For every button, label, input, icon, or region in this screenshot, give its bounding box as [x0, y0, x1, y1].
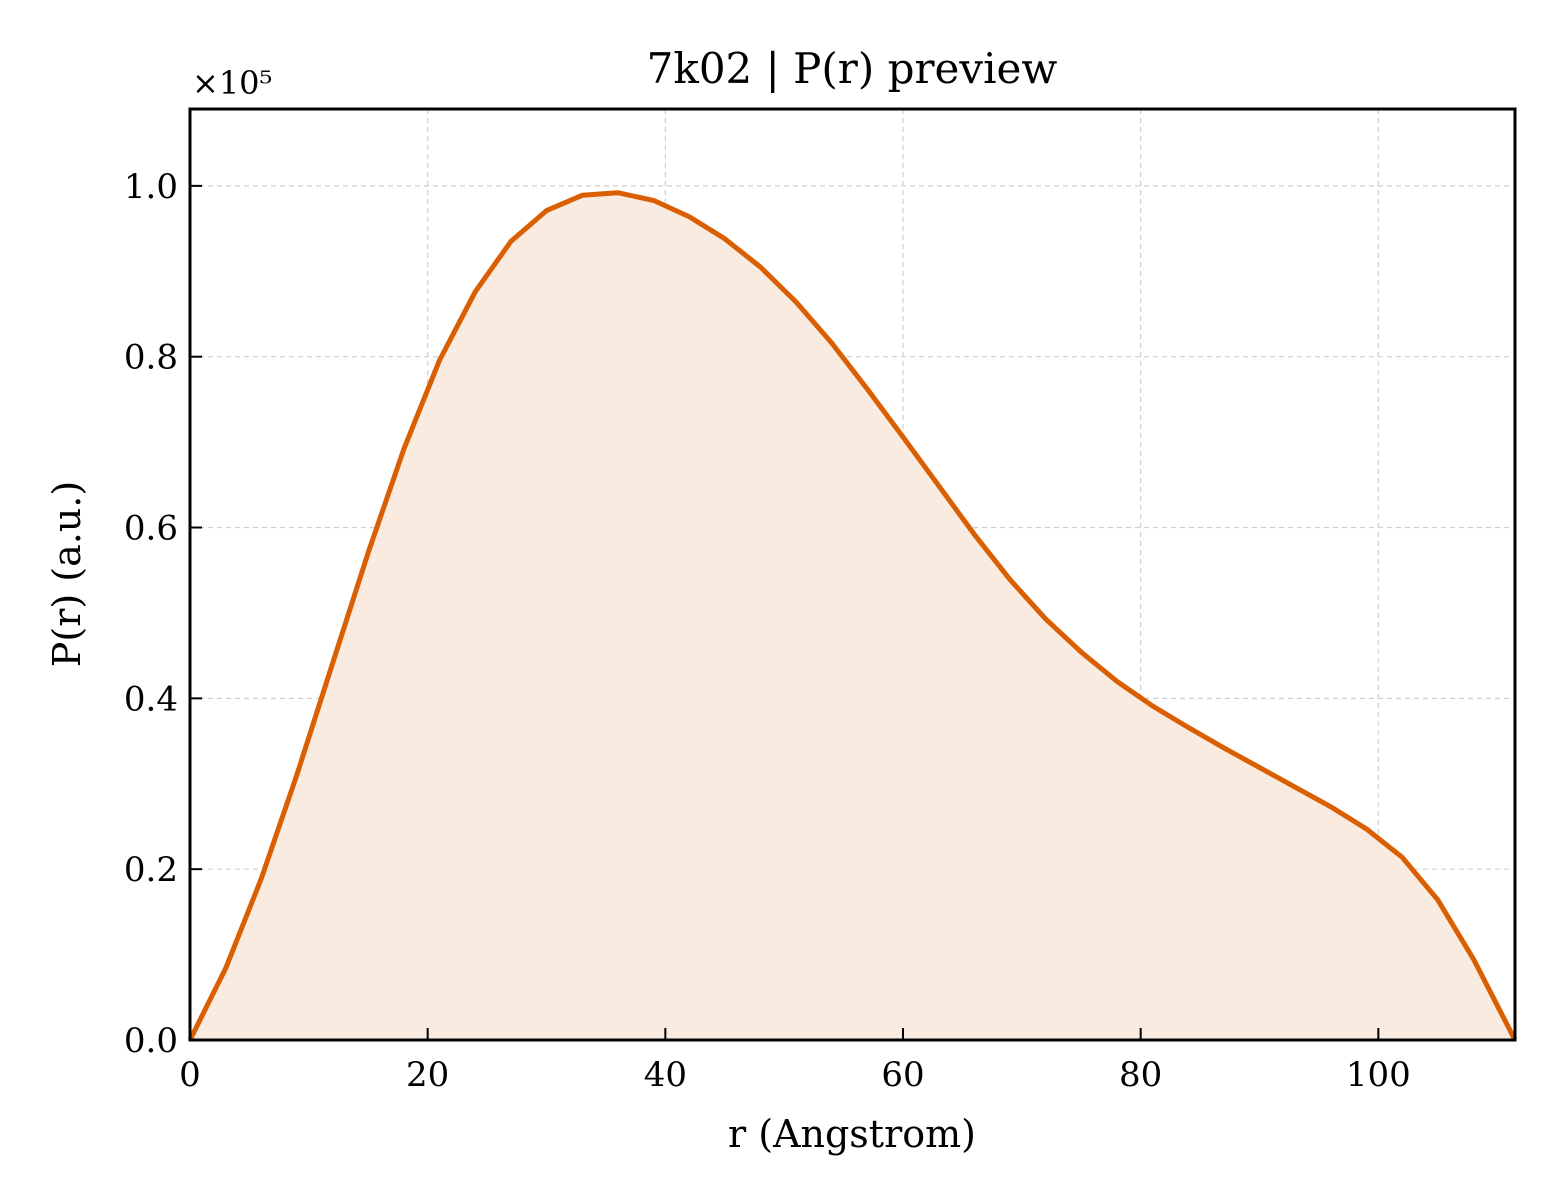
y-axis-label: P(r) (a.u.) [45, 481, 89, 667]
y-tick-label: 0.6 [124, 509, 178, 549]
x-tick-label: 60 [881, 1055, 924, 1095]
plot-frame [188, 107, 1517, 1042]
y-tick-labels: 0.0 0.2 0.4 0.6 0.8 1.0 [124, 167, 178, 1061]
pr-area-fill [190, 192, 1515, 1040]
x-axis-label: r (Angstrom) [728, 1112, 976, 1156]
chart-title: 7k02 | P(r) preview [647, 44, 1058, 93]
y-tick-label: 0.0 [124, 1021, 178, 1061]
x-tick-label: 40 [644, 1055, 687, 1095]
y-tick-label: 0.2 [124, 850, 178, 890]
x-tick-label: 20 [406, 1055, 449, 1095]
x-tick-label: 0 [179, 1055, 201, 1095]
y-tick-label: 1.0 [124, 167, 178, 207]
y-offset-label: ×10⁵ [192, 64, 272, 102]
pr-series-line [187, 190, 1518, 1042]
x-tick-labels: 0 20 40 60 80 100 [179, 1055, 1411, 1095]
y-tick-label: 0.8 [124, 338, 178, 378]
x-tick-label: 80 [1119, 1055, 1162, 1095]
y-tick-label: 0.4 [124, 679, 178, 719]
x-tick-label: 100 [1346, 1055, 1411, 1095]
